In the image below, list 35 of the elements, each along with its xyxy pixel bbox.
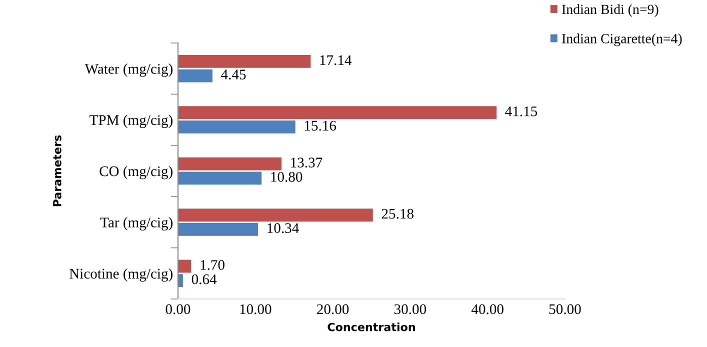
bar [178, 208, 373, 222]
y-tick-label: TPM (mg/cig) [90, 114, 172, 128]
x-tick-label: 40.00 [471, 304, 504, 314]
y-tick-label: Tar (mg/cig) [100, 217, 172, 230]
bar [178, 260, 192, 273]
x-tick-label: 50.00 [549, 304, 581, 314]
legend-label: Indian Cigarette(n=4) [562, 34, 682, 46]
bar [178, 120, 296, 134]
data-label: 13.37 [291, 158, 322, 168]
bar [178, 274, 183, 288]
data-label: 10.80 [271, 172, 302, 182]
data-label: 1.70 [200, 260, 224, 270]
y-tick-label: Nicotine (mg/cig) [69, 268, 172, 282]
data-label: 17.14 [320, 55, 352, 66]
data-label: 41.15 [505, 106, 538, 116]
x-tick-label: 20.00 [317, 304, 349, 314]
x-tick-label: 0.00 [166, 304, 190, 314]
x-axis-title: Concentration [328, 322, 415, 332]
bar [178, 54, 311, 68]
y-tick-label: CO (mg/cig) [100, 166, 172, 180]
bar [178, 157, 282, 170]
data-label: 0.64 [192, 274, 217, 284]
bar [178, 222, 258, 236]
bar [178, 106, 496, 120]
x-tick-label: 10.00 [240, 304, 272, 314]
data-label: 25.18 [382, 208, 414, 219]
x-tick-label: 30.00 [394, 304, 426, 314]
y-axis-title: Parameters [53, 135, 62, 206]
legend-label: Indian Bidi (n=9) [562, 4, 658, 17]
data-label: 10.34 [268, 223, 299, 234]
bar [178, 69, 212, 82]
y-tick-label: Water (mg/cig) [84, 64, 172, 77]
bar [178, 172, 262, 185]
data-label: 4.45 [221, 70, 246, 80]
data-label: 15.16 [304, 120, 336, 131]
